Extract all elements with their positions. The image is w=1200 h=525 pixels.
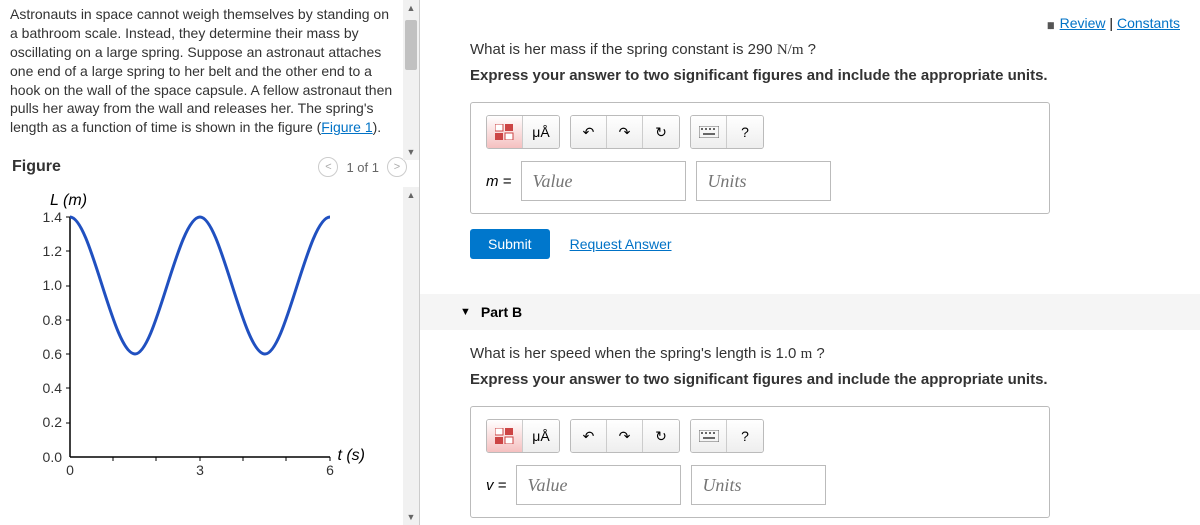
figure-link[interactable]: Figure 1	[321, 119, 372, 135]
partB-instruction: Express your answer to two significant f…	[470, 371, 1170, 388]
partB-answer-box: μÅ ↶ ↷ ↻ ?	[470, 406, 1050, 518]
svg-text:1.4: 1.4	[43, 209, 63, 225]
partA-submit-button[interactable]: Submit	[470, 229, 550, 259]
partA-answer-box: μÅ ↶ ↷ ↻ ?	[470, 102, 1050, 214]
partB-header[interactable]: ▼ Part B	[420, 294, 1200, 330]
partB-redo-button[interactable]: ↷	[607, 420, 643, 452]
problem-text-before: Astronauts in space cannot weigh themsel…	[10, 6, 392, 135]
graph-svg: 1.4 1.2 1.0 0.8 0.6 0.4 0.2 0.0 0	[20, 197, 360, 477]
svg-text:0: 0	[66, 462, 74, 477]
partB-reset-button[interactable]: ↻	[643, 420, 679, 452]
svg-text:0.4: 0.4	[43, 380, 63, 396]
svg-text:0.0: 0.0	[43, 449, 63, 465]
svg-text:0.6: 0.6	[43, 346, 63, 362]
problem-text-after: ).	[373, 119, 382, 135]
scroll-up-icon[interactable]: ▲	[403, 0, 419, 16]
partB-templates-button[interactable]	[487, 420, 523, 452]
partB-question: What is her speed when the spring's leng…	[470, 345, 1170, 363]
redo-button[interactable]: ↷	[607, 116, 643, 148]
partA-request-answer-link[interactable]: Request Answer	[570, 236, 672, 252]
partA-instruction: Express your answer to two significant f…	[470, 67, 1170, 84]
figure-next-button[interactable]: >	[387, 157, 407, 177]
scroll-down-icon[interactable]: ▼	[403, 144, 419, 160]
units-mu-button[interactable]: μÅ	[523, 116, 559, 148]
fig-scroll-down-icon[interactable]: ▼	[403, 509, 419, 525]
templates-button[interactable]	[487, 116, 523, 148]
partB-keyboard-button[interactable]	[691, 420, 727, 452]
partB-title: Part B	[481, 304, 522, 320]
undo-button[interactable]: ↶	[571, 116, 607, 148]
partA-variable: m =	[486, 173, 511, 190]
svg-text:0.8: 0.8	[43, 312, 63, 328]
partB-variable: v =	[486, 477, 506, 494]
problem-statement: Astronauts in space cannot weigh themsel…	[0, 0, 419, 147]
partA-value-input[interactable]	[521, 161, 686, 201]
svg-text:1.2: 1.2	[43, 243, 63, 259]
partA-question: What is her mass if the spring constant …	[470, 41, 1170, 59]
partA-units-input[interactable]	[696, 161, 831, 201]
collapse-icon: ▼	[460, 306, 471, 318]
reset-button[interactable]: ↻	[643, 116, 679, 148]
keyboard-button[interactable]	[691, 116, 727, 148]
figure-counter: 1 of 1	[346, 160, 379, 175]
partB-help-button[interactable]: ?	[727, 420, 763, 452]
problem-scrollbar[interactable]: ▲ ▼	[403, 0, 419, 160]
scroll-thumb[interactable]	[405, 20, 417, 70]
flag-icon[interactable]	[1041, 15, 1053, 27]
partB-units-input[interactable]	[691, 465, 826, 505]
figure-title: Figure	[12, 158, 61, 176]
partB-value-input[interactable]	[516, 465, 681, 505]
help-button[interactable]: ?	[727, 116, 763, 148]
svg-text:0.2: 0.2	[43, 414, 63, 430]
figure-prev-button[interactable]: <	[318, 157, 338, 177]
figure-scrollbar[interactable]: ▲ ▼	[403, 187, 419, 525]
review-link[interactable]: Review	[1060, 15, 1106, 31]
partB-undo-button[interactable]: ↶	[571, 420, 607, 452]
constants-link[interactable]: Constants	[1117, 15, 1180, 31]
figure-graph: L (m) t (s) 1.4 1.2 1.0 0.8 0.6 0.4	[20, 197, 360, 477]
svg-text:1.0: 1.0	[43, 277, 63, 293]
svg-text:3: 3	[196, 462, 204, 477]
svg-text:6: 6	[326, 462, 334, 477]
fig-scroll-up-icon[interactable]: ▲	[403, 187, 419, 203]
partB-units-mu-button[interactable]: μÅ	[523, 420, 559, 452]
